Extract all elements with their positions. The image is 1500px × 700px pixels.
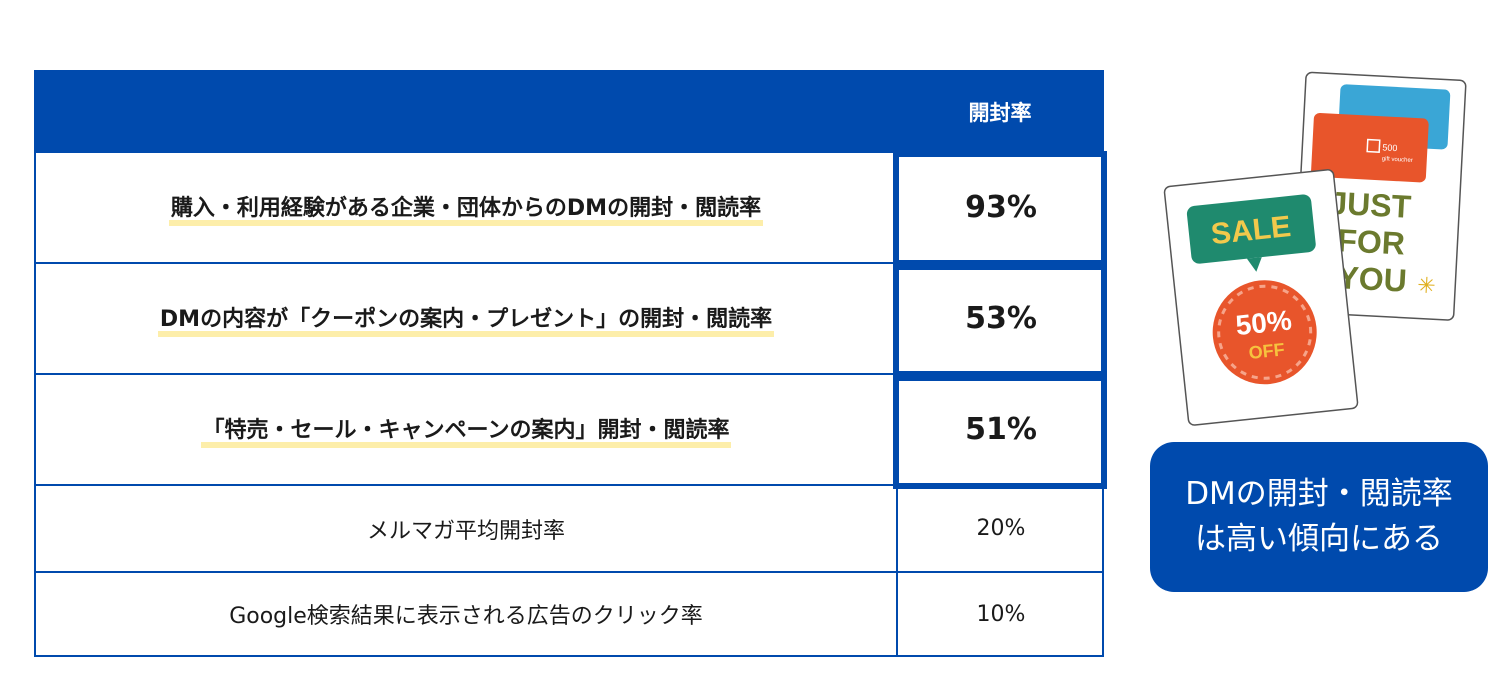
summary-callout: DMの開封・閲読率 は高い傾向にある bbox=[1150, 442, 1488, 592]
svg-text:YOU: YOU bbox=[1337, 259, 1408, 299]
table-row: DMの内容が「クーポンの案内・プレゼント」の開封・閲読率 53% bbox=[34, 264, 1104, 375]
svg-text:FOR: FOR bbox=[1337, 222, 1406, 261]
gift-icon bbox=[1366, 138, 1381, 153]
sale-sign bbox=[1186, 194, 1316, 264]
row-value: 20% bbox=[976, 516, 1026, 541]
svg-text:50%: 50% bbox=[1234, 304, 1293, 341]
table-row: メルマガ平均開封率 20% bbox=[34, 486, 1104, 573]
table-header: 開封率 bbox=[34, 70, 1104, 153]
table-row: 「特売・セール・キャンペーンの案内」開封・閲読率 51% bbox=[34, 375, 1104, 486]
row-label: DMの内容が「クーポンの案内・プレゼント」の開封・閲読率 bbox=[157, 300, 775, 337]
table-row: 購入・利用経験がある企業・団体からのDMの開封・閲読率 93% bbox=[34, 153, 1104, 264]
table-row: Google検索結果に表示される広告のクリック率 10% bbox=[34, 573, 1104, 657]
svg-text:500: 500 bbox=[1382, 142, 1398, 153]
voucher-red bbox=[1311, 113, 1429, 183]
discount-badge bbox=[1212, 280, 1317, 385]
svg-text:gift voucher: gift voucher bbox=[1382, 156, 1413, 164]
callout-line-1: DMの開封・閲読率 bbox=[1185, 476, 1453, 513]
sparkle-icon: ✳ bbox=[1417, 273, 1437, 299]
svg-text:OFF: OFF bbox=[1248, 339, 1286, 363]
svg-text:JUST: JUST bbox=[1328, 185, 1412, 225]
row-value: 53% bbox=[965, 301, 1037, 336]
sale-cards-illustration: 500 gift voucher JUST FOR YOU ✳ SALE 50%… bbox=[1163, 71, 1467, 426]
row-label: 購入・利用経験がある企業・団体からのDMの開封・閲読率 bbox=[168, 189, 764, 226]
row-label: メルマガ平均開封率 bbox=[366, 518, 565, 544]
row-label: Google検索結果に表示される広告のクリック率 bbox=[229, 604, 703, 629]
row-value: 51% bbox=[965, 412, 1037, 447]
callout-line-2: は高い傾向にある bbox=[1195, 521, 1443, 557]
row-value: 10% bbox=[976, 601, 1026, 627]
row-value: 93% bbox=[965, 190, 1037, 225]
open-rate-column-header: 開封率 bbox=[968, 100, 1032, 125]
row-label: 「特売・セール・キャンペーンの案内」開封・閲読率 bbox=[200, 411, 732, 448]
